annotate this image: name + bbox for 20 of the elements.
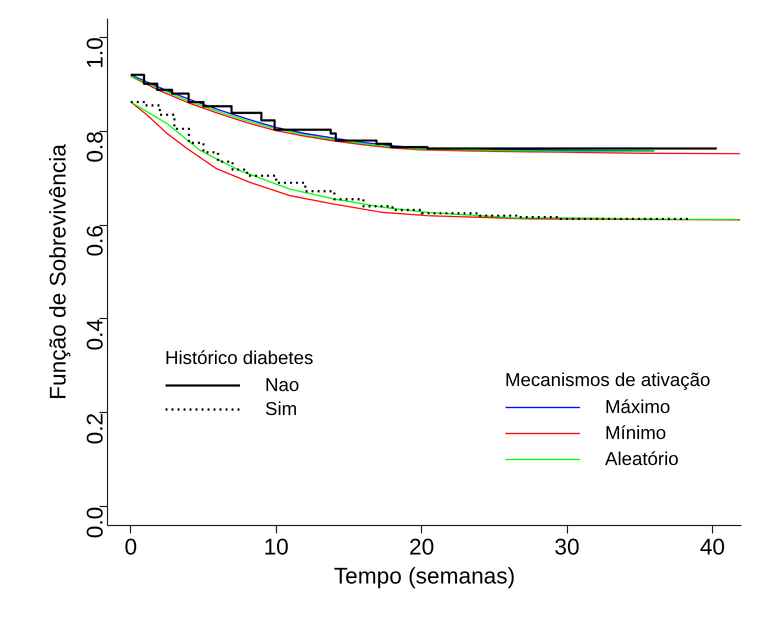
x-tick-label: 10 bbox=[264, 534, 289, 560]
x-axis-title: Tempo (semanas) bbox=[334, 562, 516, 588]
legend-label: Aleatório bbox=[605, 448, 679, 470]
legend-title: Mecanismos de ativação bbox=[505, 369, 710, 391]
y-axis-title: Função de Sobrevivência bbox=[44, 144, 70, 400]
y-tick-label: 0.2 bbox=[82, 412, 108, 444]
y-tick-label: 0.8 bbox=[82, 131, 108, 163]
x-tick-label: 40 bbox=[700, 534, 726, 560]
legend-label: Nao bbox=[265, 374, 300, 396]
y-tick-label: 1.0 bbox=[82, 37, 108, 69]
y-tick-label: 0.4 bbox=[82, 318, 108, 350]
legend-label: Máximo bbox=[605, 396, 670, 418]
y-tick-label: 0.6 bbox=[82, 225, 108, 257]
legend-label: Sim bbox=[265, 398, 298, 420]
y-tick-label: 0.0 bbox=[82, 506, 108, 538]
x-tick-label: 20 bbox=[408, 534, 434, 560]
annotation: Histórico diabetes bbox=[165, 347, 314, 369]
x-tick-label: 0 bbox=[124, 534, 138, 560]
legend-label: Mínimo bbox=[605, 422, 666, 444]
x-tick-label: 30 bbox=[554, 534, 580, 560]
